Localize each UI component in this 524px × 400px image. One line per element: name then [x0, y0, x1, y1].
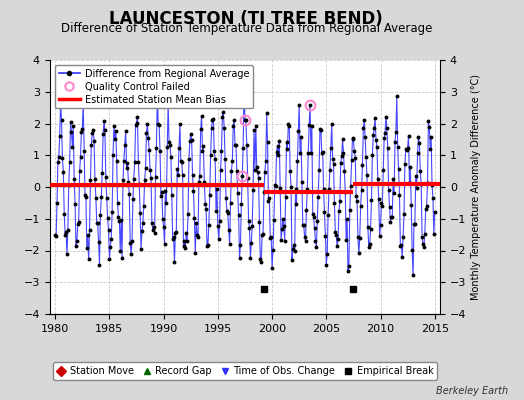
Text: Berkeley Earth: Berkeley Earth: [436, 386, 508, 396]
Y-axis label: Monthly Temperature Anomaly Difference (°C): Monthly Temperature Anomaly Difference (…: [471, 74, 481, 300]
Text: Difference of Station Temperature Data from Regional Average: Difference of Station Temperature Data f…: [61, 22, 432, 35]
Text: LAUNCESTON (TI TREE BEND): LAUNCESTON (TI TREE BEND): [110, 10, 383, 28]
Legend: Station Move, Record Gap, Time of Obs. Change, Empirical Break: Station Move, Record Gap, Time of Obs. C…: [52, 362, 438, 380]
